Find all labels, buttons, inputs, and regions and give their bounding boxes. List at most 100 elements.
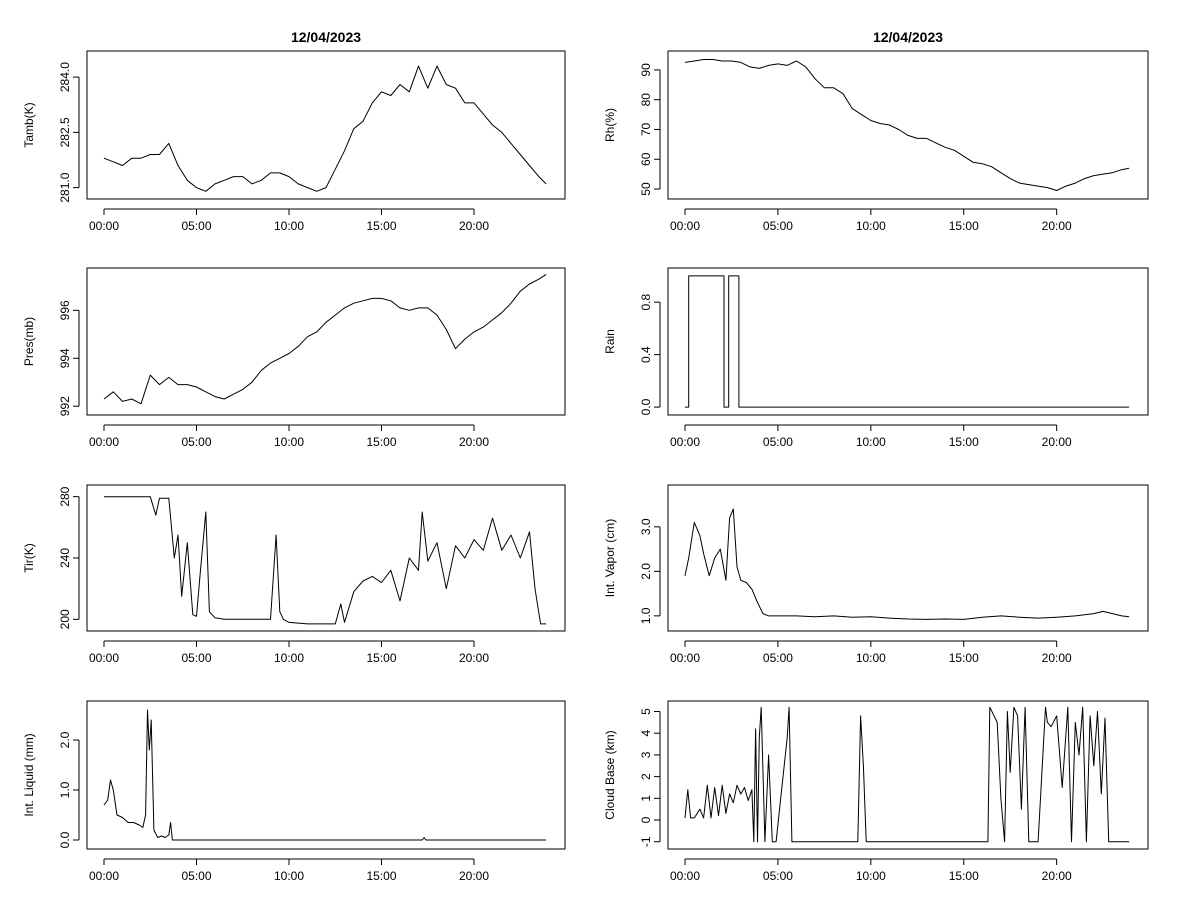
x-tick-label: 20:00 — [1042, 869, 1072, 883]
plot-frame — [667, 267, 1149, 416]
panel-vapor: 00:00 05:00 10:00 15:00 20:00 1.0 2.0 3.0 Int. V… — [603, 484, 1149, 665]
x-tick-label: 00:00 — [670, 651, 700, 665]
series-line-tir — [104, 496, 547, 625]
x-tick-label: 10:00 — [856, 869, 886, 883]
y-tick-label: 1.0 — [58, 781, 72, 798]
y-tick-label: 1 — [639, 795, 653, 802]
y-axis-title: Rain — [603, 329, 617, 354]
y-axis-title: Cloud Base (km) — [603, 730, 617, 819]
panel-tamb: 12/04/2023 00:00 05:00 10:00 15:00 20:00 281.0… — [22, 29, 566, 233]
panel-title: 12/04/2023 — [291, 29, 361, 45]
series-line-cloudbase — [684, 706, 1130, 843]
y-tick-label: 3.0 — [639, 518, 653, 535]
x-tick-label: 15:00 — [949, 219, 979, 233]
plot-frame — [86, 267, 566, 416]
x-tick-label: 10:00 — [274, 435, 304, 449]
x-tick-label: 20:00 — [459, 869, 489, 883]
x-tick-label: 00:00 — [670, 219, 700, 233]
x-tick-label: 05:00 — [181, 219, 211, 233]
x-tick-label: 20:00 — [1042, 651, 1072, 665]
x-tick-label: 15:00 — [366, 869, 396, 883]
y-tick-label: 5 — [639, 708, 653, 715]
y-tick-label: 0 — [639, 816, 653, 823]
y-tick-label: 4 — [639, 730, 653, 737]
y-tick-label: 0.4 — [639, 346, 653, 363]
series-line-tamb — [103, 65, 547, 192]
x-tick-label: 20:00 — [459, 435, 489, 449]
plot-frame — [667, 50, 1149, 200]
y-tick-label: 50 — [639, 182, 653, 196]
panel-tir: 00:00 05:00 10:00 15:00 20:00 200 240 280 Tir(K) — [22, 484, 566, 665]
y-tick-label: 282.5 — [58, 117, 72, 147]
plot-frame — [667, 484, 1149, 632]
x-tick-label: 05:00 — [181, 435, 211, 449]
x-tick-label: 00:00 — [89, 869, 119, 883]
x-tick-label: 10:00 — [856, 219, 886, 233]
panel-title: 12/04/2023 — [873, 29, 943, 45]
x-tick-label: 10:00 — [856, 435, 886, 449]
y-tick-label: 996 — [58, 300, 72, 320]
y-axis-title: Int. Vapor (cm) — [603, 519, 617, 597]
x-tick-label: 00:00 — [89, 651, 119, 665]
x-tick-label: 10:00 — [274, 869, 304, 883]
x-tick-label: 05:00 — [763, 869, 793, 883]
x-tick-label: 10:00 — [274, 651, 304, 665]
y-tick-label: 70 — [639, 122, 653, 136]
x-tick-label: 20:00 — [1042, 435, 1072, 449]
y-tick-label: 80 — [639, 93, 653, 107]
plot-frame — [667, 700, 1149, 850]
x-tick-label: 05:00 — [763, 651, 793, 665]
x-tick-label: 00:00 — [670, 435, 700, 449]
y-tick-label: 0.0 — [639, 398, 653, 415]
y-tick-label: 992 — [58, 396, 72, 416]
x-tick-label: 05:00 — [763, 219, 793, 233]
y-tick-label: 200 — [58, 609, 72, 629]
plot-frame — [86, 50, 566, 200]
y-axis-title: Pres(mb) — [22, 317, 36, 366]
y-axis-title: Rh(%) — [603, 108, 617, 142]
x-tick-label: 00:00 — [89, 219, 119, 233]
panel-pres: 00:00 05:00 10:00 15:00 20:00 992 994 996 Pres(m… — [22, 267, 566, 449]
x-tick-label: 05:00 — [181, 869, 211, 883]
y-tick-label: 0.0 — [58, 831, 72, 848]
plot-frame — [86, 484, 566, 632]
y-tick-label: 281.0 — [58, 172, 72, 202]
plot-frame — [86, 700, 566, 850]
y-tick-label: 3 — [639, 751, 653, 758]
panel-liquid: 00:00 05:00 10:00 15:00 20:00 0.0 1.0 2.0 Int. L… — [22, 700, 566, 883]
y-tick-label: 90 — [639, 63, 653, 77]
y-tick-label: 284.0 — [58, 62, 72, 92]
panel-rh: 12/04/2023 00:00 05:00 10:00 15:00 20:00 50 60 7… — [603, 29, 1149, 233]
x-tick-label: 15:00 — [949, 869, 979, 883]
x-tick-label: 20:00 — [459, 651, 489, 665]
y-tick-label: 0.8 — [639, 293, 653, 310]
panel-rain: 00:00 05:00 10:00 15:00 20:00 0.0 0.4 0.8 Rain — [603, 267, 1149, 449]
panel-cloudbase: 00:00 05:00 10:00 15:00 20:00 -1 0 1 2 3 4 5 Cloud B… — [603, 700, 1149, 883]
x-tick-label: 20:00 — [459, 219, 489, 233]
x-tick-label: 00:00 — [89, 435, 119, 449]
x-tick-label: 15:00 — [949, 435, 979, 449]
y-tick-label: 2.0 — [58, 731, 72, 748]
y-tick-label: 1.0 — [639, 607, 653, 624]
y-tick-label: -1 — [639, 836, 653, 847]
y-axis-title: Tamb(K) — [22, 102, 36, 147]
series-line-rain — [685, 275, 1130, 408]
x-tick-label: 15:00 — [366, 219, 396, 233]
x-tick-label: 00:00 — [670, 869, 700, 883]
x-tick-label: 15:00 — [949, 651, 979, 665]
series-line-rh — [684, 59, 1130, 191]
y-tick-label: 2.0 — [639, 563, 653, 580]
y-axis-title: Tir(K) — [22, 543, 36, 573]
y-tick-label: 994 — [58, 348, 72, 368]
x-tick-label: 05:00 — [181, 651, 211, 665]
x-tick-label: 20:00 — [1042, 219, 1072, 233]
y-tick-label: 60 — [639, 152, 653, 166]
y-tick-label: 2 — [639, 773, 653, 780]
x-tick-label: 10:00 — [274, 219, 304, 233]
x-tick-label: 10:00 — [856, 651, 886, 665]
x-tick-label: 15:00 — [366, 435, 396, 449]
y-tick-label: 240 — [58, 548, 72, 568]
series-line-pres — [103, 273, 547, 405]
x-tick-label: 05:00 — [763, 435, 793, 449]
